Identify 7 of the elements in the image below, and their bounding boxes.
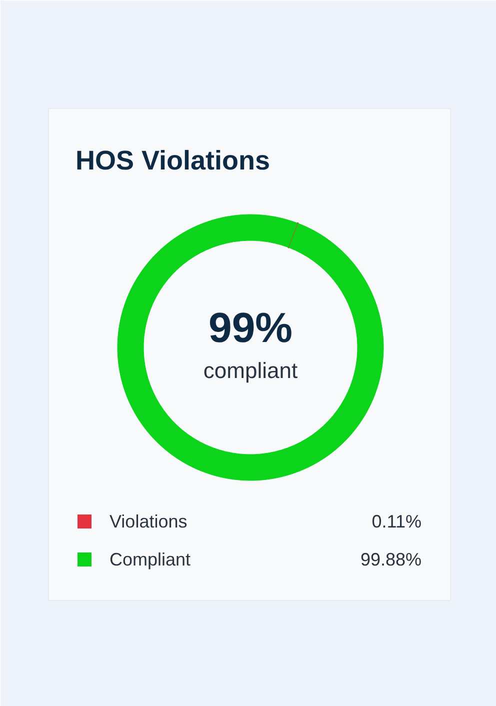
data-label: 0.11% [372,512,422,532]
legend-label: Violations [110,512,188,532]
chart-title: HOS Violations [76,146,270,176]
text: 99% [208,304,293,351]
data-label: 99.88% [360,550,422,570]
legend-label: Compliant [110,550,191,570]
text: compliant [203,358,298,383]
